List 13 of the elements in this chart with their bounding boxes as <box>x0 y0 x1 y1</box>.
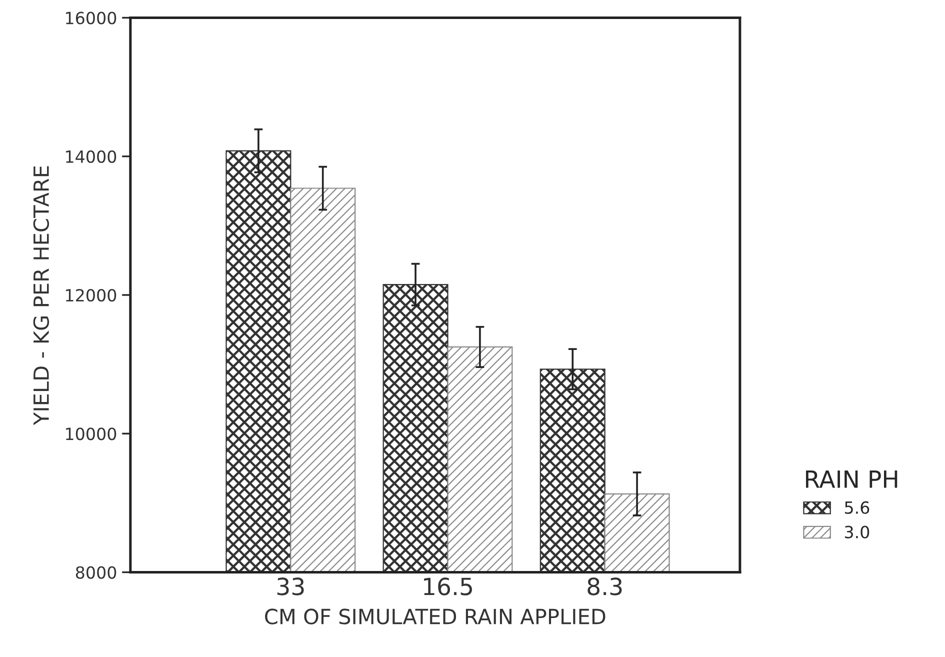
x-tick-label: 33 <box>277 578 304 596</box>
y-tick-label: 12000 <box>66 288 116 302</box>
legend-label: 3.0 <box>844 526 870 538</box>
legend-title: RAIN PH <box>806 470 898 488</box>
y-tick-label: 16000 <box>66 12 116 24</box>
y-tick-label: 14000 <box>66 150 116 163</box>
x-tick-label: 16.5 <box>424 578 472 596</box>
y-tick-label: 10000 <box>66 428 116 440</box>
legend-label: 5.6 <box>844 501 870 514</box>
y-axis-title: YIELD - KG PER HECTARE <box>33 166 50 426</box>
x-axis-title: CM OF SIMULATED RAIN APPLIED <box>265 608 606 624</box>
y-tick-label: 8000 <box>76 566 116 579</box>
x-tick-label: 8.3 <box>588 578 622 596</box>
